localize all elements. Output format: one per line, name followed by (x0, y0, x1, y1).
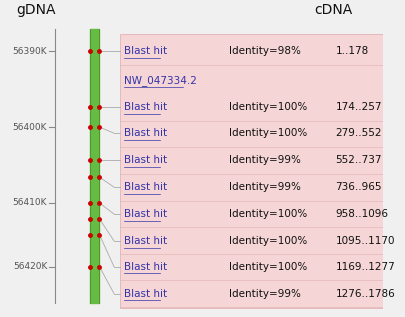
Text: NW_047334.2: NW_047334.2 (124, 75, 196, 86)
Text: Blast hit: Blast hit (124, 155, 167, 165)
Text: 1276..1786: 1276..1786 (335, 288, 395, 299)
Text: 56410K: 56410K (13, 198, 47, 207)
Text: Blast hit: Blast hit (124, 128, 167, 138)
Text: Blast hit: Blast hit (124, 46, 167, 56)
Text: Blast hit: Blast hit (124, 262, 167, 272)
Text: Identity=100%: Identity=100% (228, 262, 307, 272)
Text: Identity=99%: Identity=99% (228, 155, 301, 165)
Text: Identity=99%: Identity=99% (228, 288, 301, 299)
Text: Blast hit: Blast hit (124, 288, 167, 299)
Text: 56390K: 56390K (13, 47, 47, 56)
Text: Identity=98%: Identity=98% (228, 46, 301, 56)
Text: Blast hit: Blast hit (124, 209, 167, 219)
Text: 56400K: 56400K (13, 123, 47, 132)
Text: 174..257: 174..257 (335, 102, 382, 113)
Text: 279..552: 279..552 (335, 128, 382, 138)
Text: Identity=100%: Identity=100% (228, 128, 307, 138)
Text: gDNA: gDNA (17, 3, 56, 17)
Text: Identity=100%: Identity=100% (228, 236, 307, 246)
Text: 1169..1277: 1169..1277 (335, 262, 395, 272)
Text: Identity=100%: Identity=100% (228, 209, 307, 219)
Text: 56420K: 56420K (13, 262, 47, 271)
Text: Identity=100%: Identity=100% (228, 102, 307, 113)
Text: Blast hit: Blast hit (124, 182, 167, 192)
Text: Blast hit: Blast hit (124, 236, 167, 246)
Text: 736..965: 736..965 (335, 182, 382, 192)
Text: Blast hit: Blast hit (124, 102, 167, 113)
Text: 958..1096: 958..1096 (335, 209, 388, 219)
Text: cDNA: cDNA (314, 3, 353, 17)
Text: 1..178: 1..178 (335, 46, 369, 56)
Text: Identity=99%: Identity=99% (228, 182, 301, 192)
FancyBboxPatch shape (120, 34, 383, 308)
Text: 1095..1170: 1095..1170 (335, 236, 395, 246)
Text: 552..737: 552..737 (335, 155, 382, 165)
